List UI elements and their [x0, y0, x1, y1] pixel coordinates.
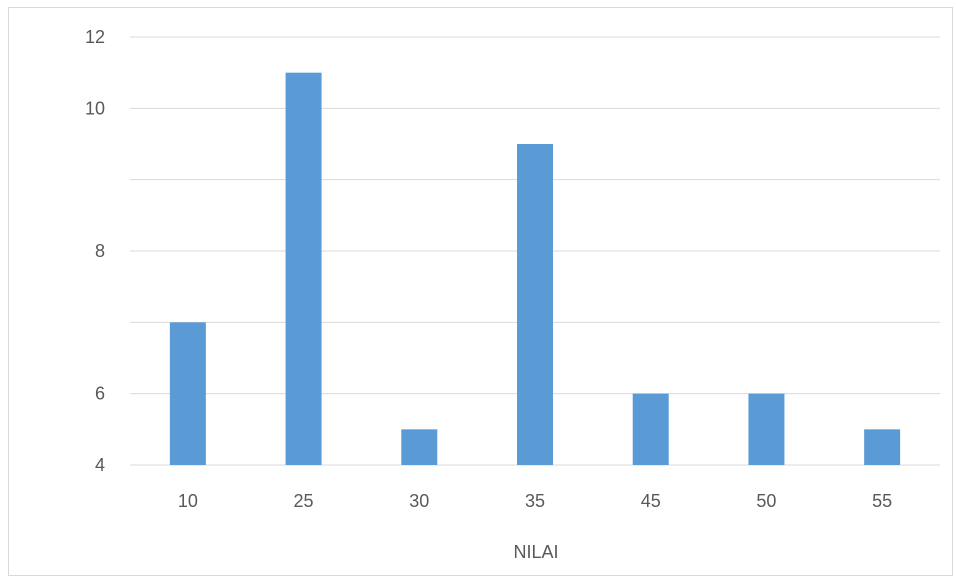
x-axis-title: NILAI — [513, 542, 558, 562]
x-tick-label: 35 — [525, 491, 545, 511]
y-tick-label: 12 — [85, 27, 105, 47]
x-tick-label: 45 — [641, 491, 661, 511]
x-tick-label: 55 — [872, 491, 892, 511]
bar-45 — [632, 393, 669, 465]
x-tick-label: 25 — [294, 491, 314, 511]
y-tick-label: 10 — [85, 98, 105, 118]
y-tick-label: 4 — [95, 455, 105, 475]
x-axis-tick-labels: 10 25 30 35 45 50 55 — [178, 491, 892, 511]
bar-30 — [401, 429, 438, 465]
x-tick-label: 50 — [756, 491, 776, 511]
bar-25 — [285, 72, 322, 466]
bars — [169, 72, 901, 466]
x-tick-label: 30 — [409, 491, 429, 511]
y-tick-label: 8 — [95, 241, 105, 261]
x-tick-label: 10 — [178, 491, 198, 511]
chart-frame — [8, 7, 953, 576]
bar-10 — [169, 322, 206, 465]
y-axis-tick-labels: 12 10 8 6 4 — [85, 27, 105, 475]
y-tick-label: 6 — [95, 384, 105, 404]
bar-55 — [864, 429, 901, 465]
bar-50 — [748, 393, 785, 465]
bar-35 — [517, 144, 553, 465]
